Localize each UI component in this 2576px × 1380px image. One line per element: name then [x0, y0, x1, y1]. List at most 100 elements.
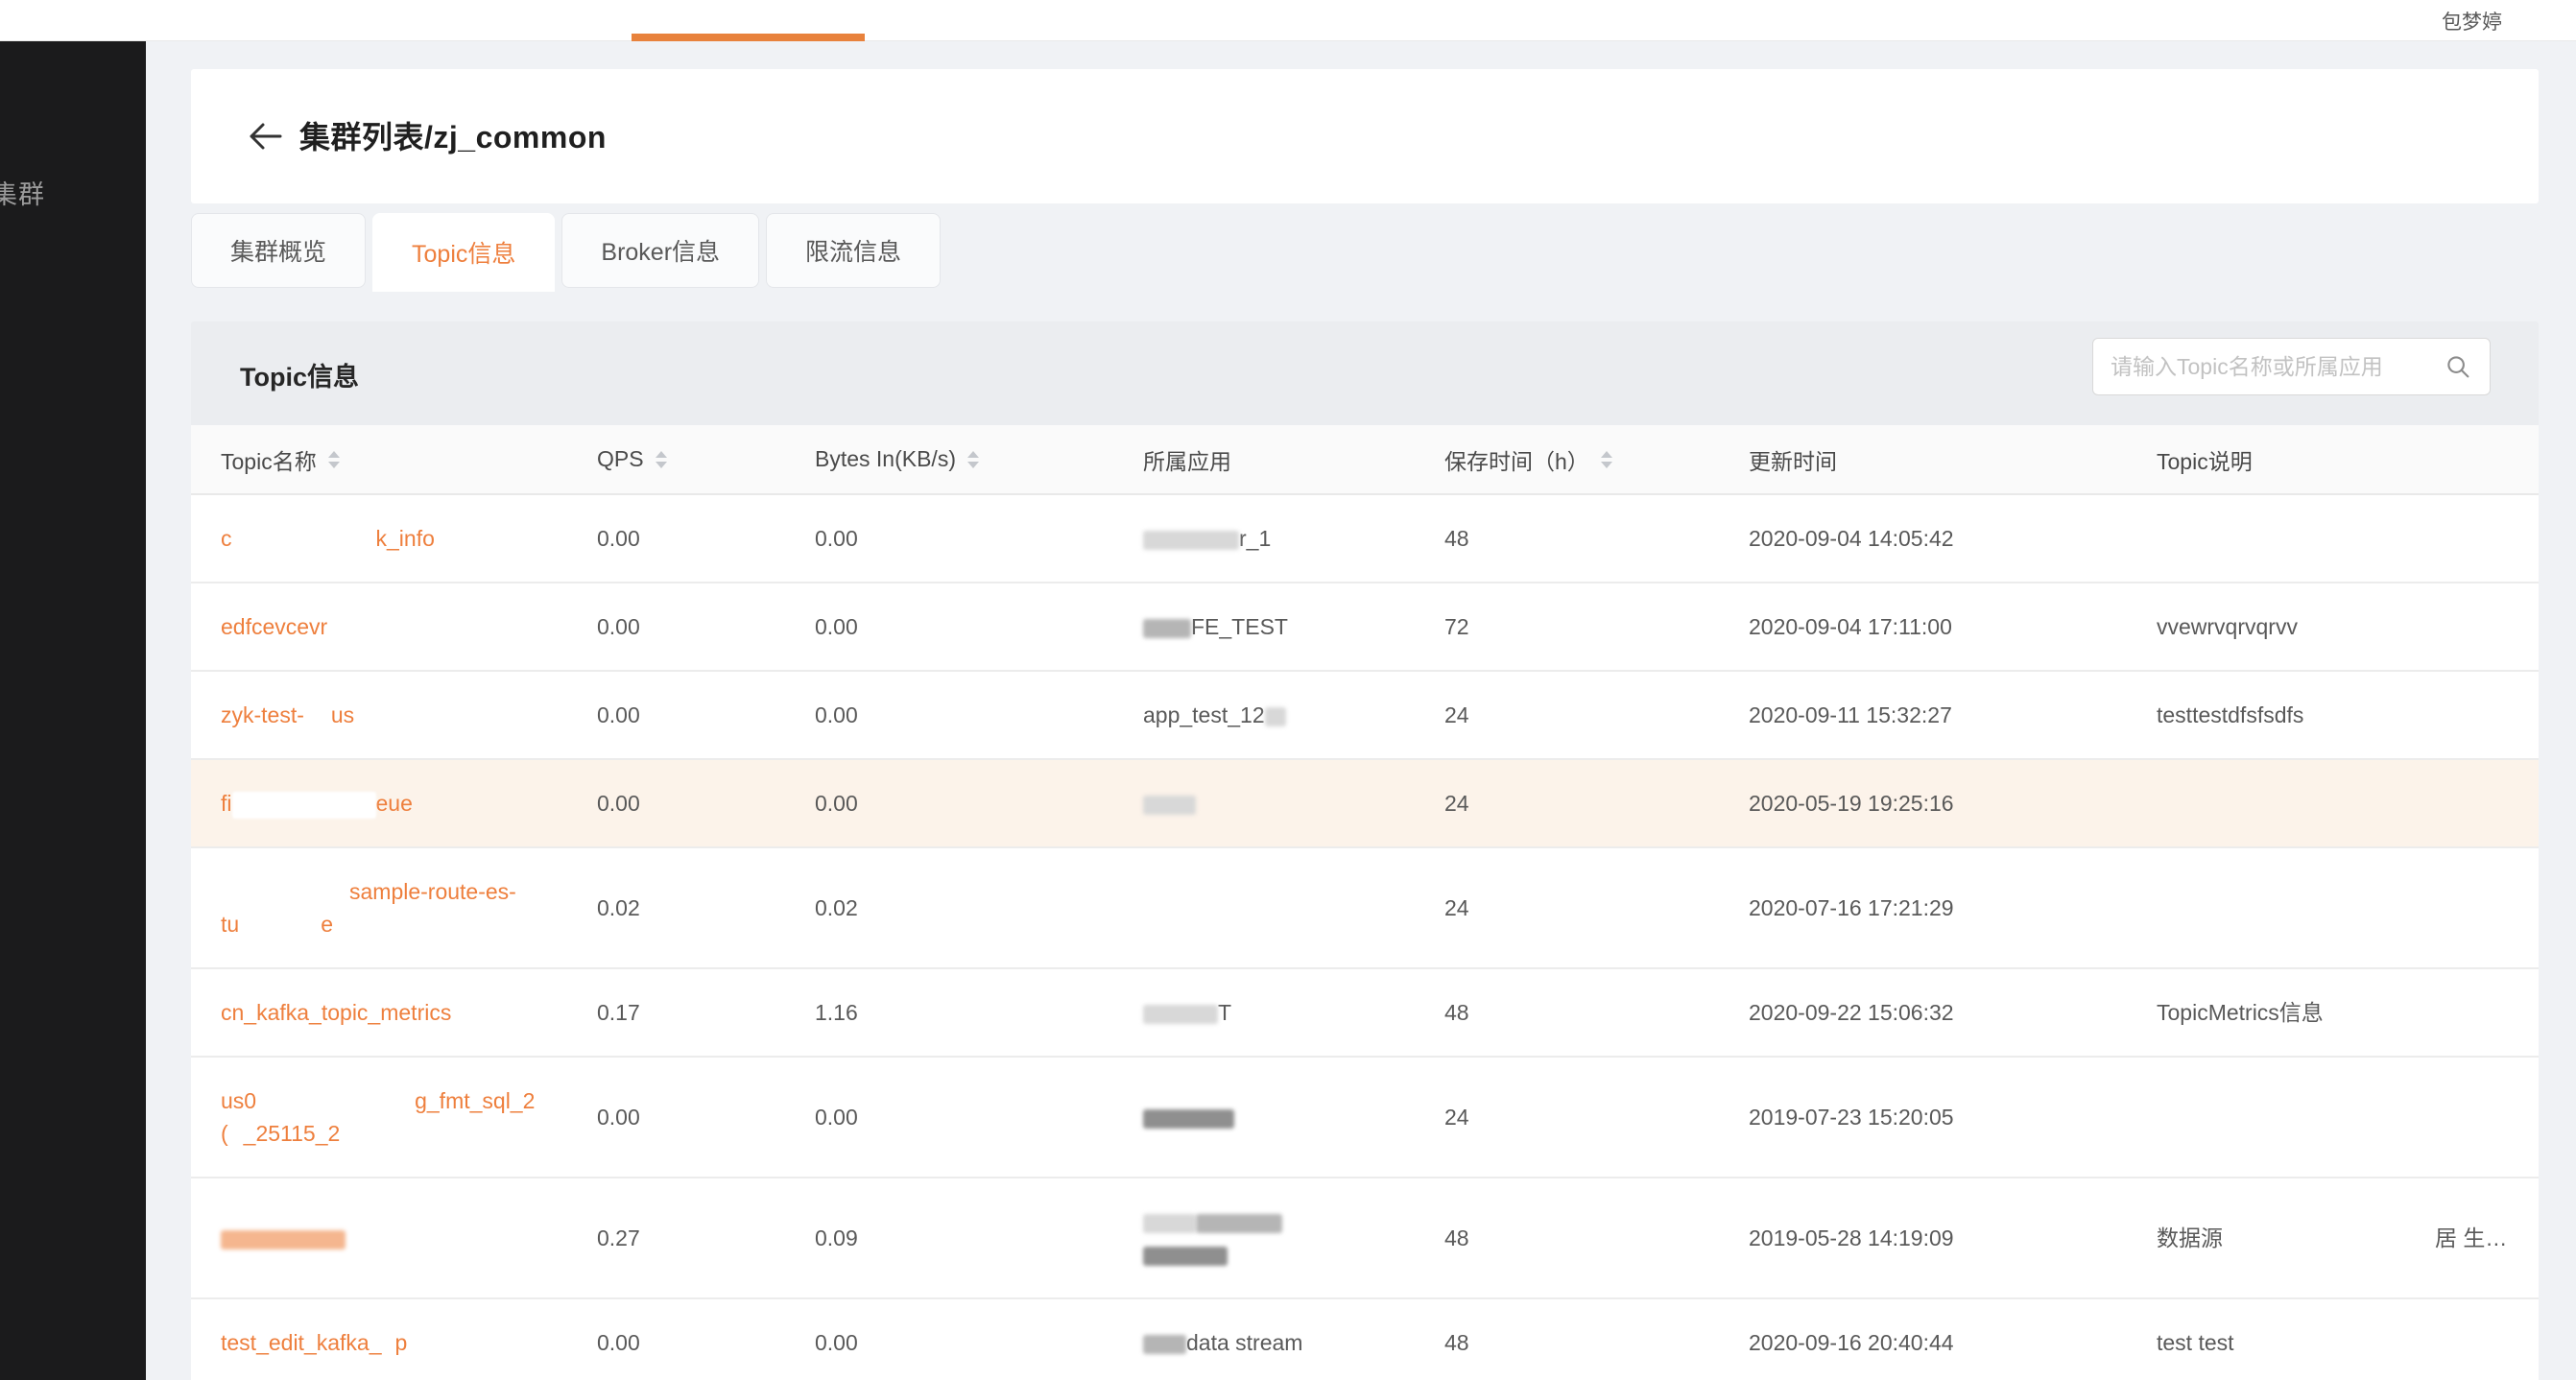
bytes-in-cell: 1.16	[807, 968, 1118, 1058]
redacted-gap	[256, 1105, 415, 1108]
retention-cell: 24	[1429, 671, 1741, 760]
topic-link[interactable]: test_edit_kafka_ p	[221, 1330, 408, 1355]
column-header-label: 保存时间（h）	[1444, 448, 1589, 474]
topic-link[interactable]: sample-route-es-tu e	[221, 879, 516, 937]
qps-cell: 0.00	[589, 494, 807, 583]
topic-link[interactable]: us0 g_fmt_sql_2(_25115_2	[221, 1088, 536, 1146]
search-input[interactable]	[2111, 353, 2436, 380]
qps-cell: 0.00	[589, 1057, 807, 1178]
topic-search	[2092, 338, 2491, 395]
redacted-text	[1143, 1334, 1186, 1354]
retention-cell: 24	[1429, 847, 1741, 969]
topic-link[interactable]	[221, 1222, 582, 1254]
tab-broker-info[interactable]: Broker信息	[561, 213, 760, 288]
redacted-text	[1264, 706, 1286, 726]
extra-cell	[2427, 847, 2539, 969]
redacted-text	[1143, 1213, 1196, 1233]
updated-cell: 2020-09-11 15:32:27	[1741, 671, 2149, 760]
bytes-in-cell: 0.00	[807, 671, 1118, 760]
table-row: 0.27 0.09 48 2019-05-28 14:19:09 数据源居 生…	[191, 1178, 2539, 1299]
tab-throttle-info[interactable]: 限流信息	[766, 213, 942, 288]
column-header: 更新时间	[1741, 425, 2149, 495]
column-header: Topic说明	[2149, 425, 2427, 495]
table-row: edfcevcevr 0.00 0.00 FE_TEST 72 2020-09-04 17…	[191, 583, 2539, 672]
column-header-label: 所属应用	[1143, 448, 1231, 474]
retention-cell: 24	[1429, 759, 1741, 848]
table-row: us0 g_fmt_sql_2(_25115_2 0.00 0.00 24 2019-07…	[191, 1057, 2539, 1178]
sort-icon[interactable]	[327, 450, 340, 468]
sidebar-item-cluster[interactable]: 集群	[0, 180, 45, 209]
topic-link[interactable]: fi eue	[221, 787, 582, 820]
app-cell	[1118, 1178, 1429, 1299]
app-cell: FE_TEST	[1118, 583, 1429, 672]
redacted-text	[1143, 618, 1191, 638]
column-header-label: Bytes In(KB/s)	[815, 446, 956, 471]
desc-cell	[2149, 847, 2427, 969]
sort-icon[interactable]	[966, 450, 979, 468]
table-row: c k_info 0.00 0.00 r_1 48 2020-09-04 14:05:42	[191, 494, 2539, 583]
column-header-label: Topic说明	[2157, 448, 2253, 474]
topic-panel-header: Topic信息	[191, 321, 2539, 425]
extra-cell	[2427, 494, 2539, 583]
sort-icon[interactable]	[655, 450, 667, 468]
retention-cell: 24	[1429, 1057, 1741, 1178]
qps-cell: 0.02	[589, 847, 807, 969]
retention-cell: 48	[1429, 1178, 1741, 1299]
column-header[interactable]: Topic名称	[191, 425, 589, 495]
username[interactable]: 包梦婷	[2442, 12, 2502, 34]
topic-link[interactable]: edfcevcevr	[221, 614, 328, 639]
qps-cell: 0.27	[589, 1178, 807, 1299]
desc-cell: 数据源	[2149, 1178, 2427, 1299]
redacted-text	[231, 791, 376, 819]
app-cell: T	[1118, 968, 1429, 1058]
back-arrow-icon[interactable]	[246, 117, 284, 155]
topic-name-cell: fi eue	[191, 759, 589, 848]
column-header[interactable]: Bytes In(KB/s)	[807, 425, 1118, 495]
desc-cell	[2149, 1057, 2427, 1178]
redacted-text	[1143, 1108, 1234, 1129]
redacted-text	[1143, 795, 1196, 815]
tab-cluster-overview[interactable]: 集群概览	[191, 213, 367, 288]
column-header: 所属应用	[1118, 425, 1429, 495]
redacted-gap	[382, 1346, 395, 1350]
topic-name-cell	[191, 1178, 589, 1299]
page-title: 集群列表/zj_common	[299, 120, 607, 155]
tab-bar: 集群概览 Topic信息 Broker信息 限流信息	[191, 213, 942, 292]
column-header[interactable]: 保存时间（h）	[1429, 425, 1741, 495]
table-row: fi eue 0.00 0.00 24 2020-05-19 19:25:16	[191, 759, 2539, 848]
redacted-text	[1143, 1004, 1218, 1024]
column-header	[2427, 425, 2539, 495]
redacted-gap	[304, 719, 331, 723]
topic-table: Topic名称 QPS Bytes In(KB/s) 所属应用 保存时间（h） 更新时间 T…	[191, 425, 2539, 1380]
topic-link[interactable]: c k_info	[221, 526, 435, 551]
updated-cell: 2020-09-04 17:11:00	[1741, 583, 2149, 672]
retention-cell: 48	[1429, 1298, 1741, 1380]
bytes-in-cell: 0.00	[807, 583, 1118, 672]
redacted-gap	[228, 1137, 244, 1141]
redacted-gap	[232, 542, 376, 546]
sort-icon[interactable]	[1600, 450, 1612, 468]
table-row: cn_kafka_topic_metrics 0.17 1.16 T 48 2020-09…	[191, 968, 2539, 1058]
extra-cell	[2427, 583, 2539, 672]
table-body: c k_info 0.00 0.00 r_1 48 2020-09-04 14:05:42 e…	[191, 494, 2539, 1380]
desc-cell: test test	[2149, 1298, 2427, 1380]
search-icon[interactable]	[2444, 352, 2472, 381]
topic-link[interactable]: cn_kafka_topic_metrics	[221, 1000, 452, 1025]
tab-topic-info[interactable]: Topic信息	[372, 213, 556, 292]
app-cell	[1118, 1057, 1429, 1178]
retention-cell: 72	[1429, 583, 1741, 672]
panel-title: Topic信息	[240, 363, 359, 392]
bytes-in-cell: 0.00	[807, 494, 1118, 583]
bytes-in-cell: 0.02	[807, 847, 1118, 969]
extra-cell	[2427, 759, 2539, 848]
app-cell	[1118, 847, 1429, 969]
column-header[interactable]: QPS	[589, 425, 807, 495]
column-header-label: QPS	[597, 446, 644, 471]
topic-link[interactable]: zyk-test-us	[221, 702, 355, 727]
column-header-label: 更新时间	[1749, 448, 1837, 474]
desc-cell	[2149, 494, 2427, 583]
qps-cell: 0.00	[589, 759, 807, 848]
topbar: 包梦婷	[0, 0, 2576, 41]
updated-cell: 2020-09-04 14:05:42	[1741, 494, 2149, 583]
